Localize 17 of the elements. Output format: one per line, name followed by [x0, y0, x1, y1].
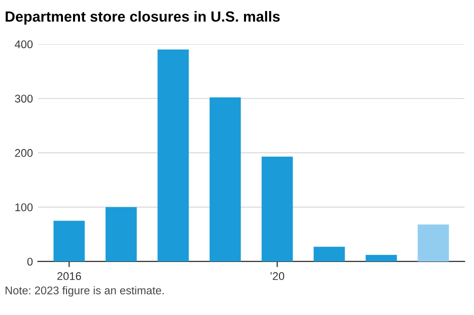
bar	[158, 50, 189, 262]
chart-title: Department store closures in U.S. malls	[6, 11, 280, 25]
bar	[366, 254, 397, 262]
bar	[210, 97, 241, 262]
y-tick-label: 200	[15, 149, 33, 157]
y-tick-label: 0	[27, 258, 33, 266]
bar	[54, 220, 85, 262]
bar	[418, 224, 449, 262]
y-tick-label: 300	[14, 94, 33, 103]
x-tick-label: ’20	[270, 272, 284, 280]
bar	[262, 156, 293, 262]
x-tick-label: 2016	[57, 272, 82, 280]
y-tick-label: 100	[15, 203, 33, 212]
y-tick-label: 400	[14, 40, 33, 48]
bar	[314, 246, 345, 262]
bar	[106, 207, 137, 262]
text: Note: 2023 figure is an estimate.	[6, 286, 164, 297]
